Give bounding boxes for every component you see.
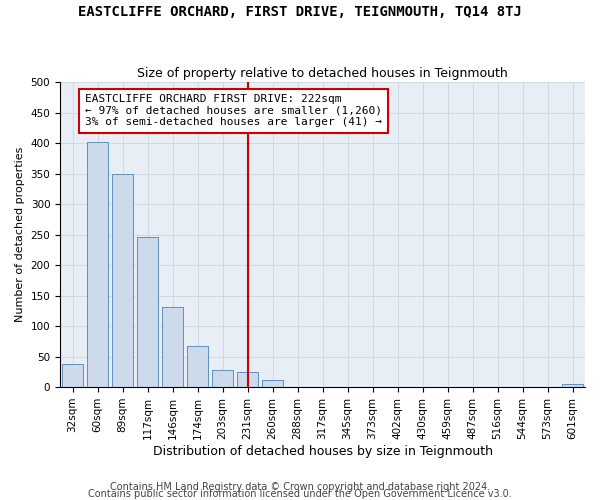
Text: EASTCLIFFE ORCHARD FIRST DRIVE: 222sqm
← 97% of detached houses are smaller (1,2: EASTCLIFFE ORCHARD FIRST DRIVE: 222sqm ←… xyxy=(85,94,382,128)
X-axis label: Distribution of detached houses by size in Teignmouth: Distribution of detached houses by size … xyxy=(152,444,493,458)
Bar xyxy=(237,372,258,387)
Bar xyxy=(212,370,233,387)
Bar xyxy=(137,237,158,387)
Bar xyxy=(87,142,108,387)
Bar xyxy=(112,174,133,387)
Text: Contains public sector information licensed under the Open Government Licence v3: Contains public sector information licen… xyxy=(88,489,512,499)
Bar xyxy=(262,380,283,387)
Y-axis label: Number of detached properties: Number of detached properties xyxy=(15,147,25,322)
Text: Contains HM Land Registry data © Crown copyright and database right 2024.: Contains HM Land Registry data © Crown c… xyxy=(110,482,490,492)
Title: Size of property relative to detached houses in Teignmouth: Size of property relative to detached ho… xyxy=(137,66,508,80)
Bar xyxy=(187,346,208,387)
Bar xyxy=(62,364,83,387)
Bar xyxy=(162,307,183,387)
Bar xyxy=(562,384,583,387)
Text: EASTCLIFFE ORCHARD, FIRST DRIVE, TEIGNMOUTH, TQ14 8TJ: EASTCLIFFE ORCHARD, FIRST DRIVE, TEIGNMO… xyxy=(78,5,522,19)
